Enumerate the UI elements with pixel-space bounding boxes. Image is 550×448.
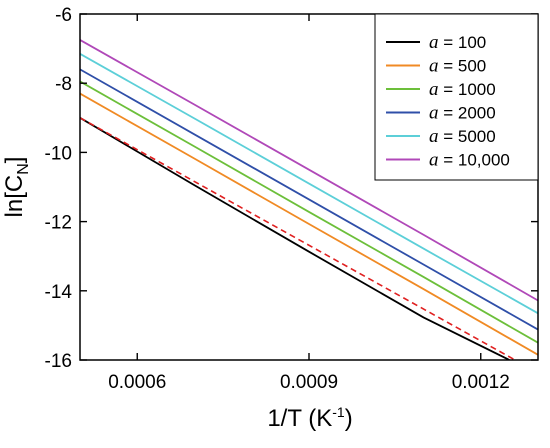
x-tick-label: 0.0006 xyxy=(108,372,166,393)
y-tick-label: -6 xyxy=(55,5,72,26)
series-layer xyxy=(80,39,538,360)
legend-label: a = 1000 xyxy=(429,79,496,100)
x-tick-label: 0.0012 xyxy=(452,372,510,393)
legend-label: a = 10,000 xyxy=(429,150,510,171)
ticks-layer: 0.0006 0.0009 0.0012 -16 -14 -12 -10 -8 -6 xyxy=(45,5,538,393)
x-tick-label: 0.0009 xyxy=(280,372,338,393)
series-line-4 xyxy=(80,53,538,315)
legend-label: a = 100 xyxy=(429,32,486,53)
y-tick-label: -8 xyxy=(55,74,72,95)
y-tick-label: -10 xyxy=(45,143,72,164)
legend-label: a = 2000 xyxy=(429,103,496,124)
series-line-3 xyxy=(80,68,538,331)
x-axis-title: 1/T (K-1) xyxy=(267,404,352,432)
y-tick-label: -12 xyxy=(45,213,72,234)
series-line-2 xyxy=(80,80,538,344)
y-tick-label: -14 xyxy=(45,282,73,303)
y-axis-title: ln[CN] xyxy=(1,157,32,218)
y-tick-label: -16 xyxy=(45,351,72,372)
series-line-6 xyxy=(80,117,516,360)
series-line-0 xyxy=(80,117,510,360)
legend-label: a = 5000 xyxy=(429,126,496,147)
series-line-1 xyxy=(80,92,538,356)
legend-label: a = 500 xyxy=(429,56,486,77)
series-line-5 xyxy=(80,39,538,302)
